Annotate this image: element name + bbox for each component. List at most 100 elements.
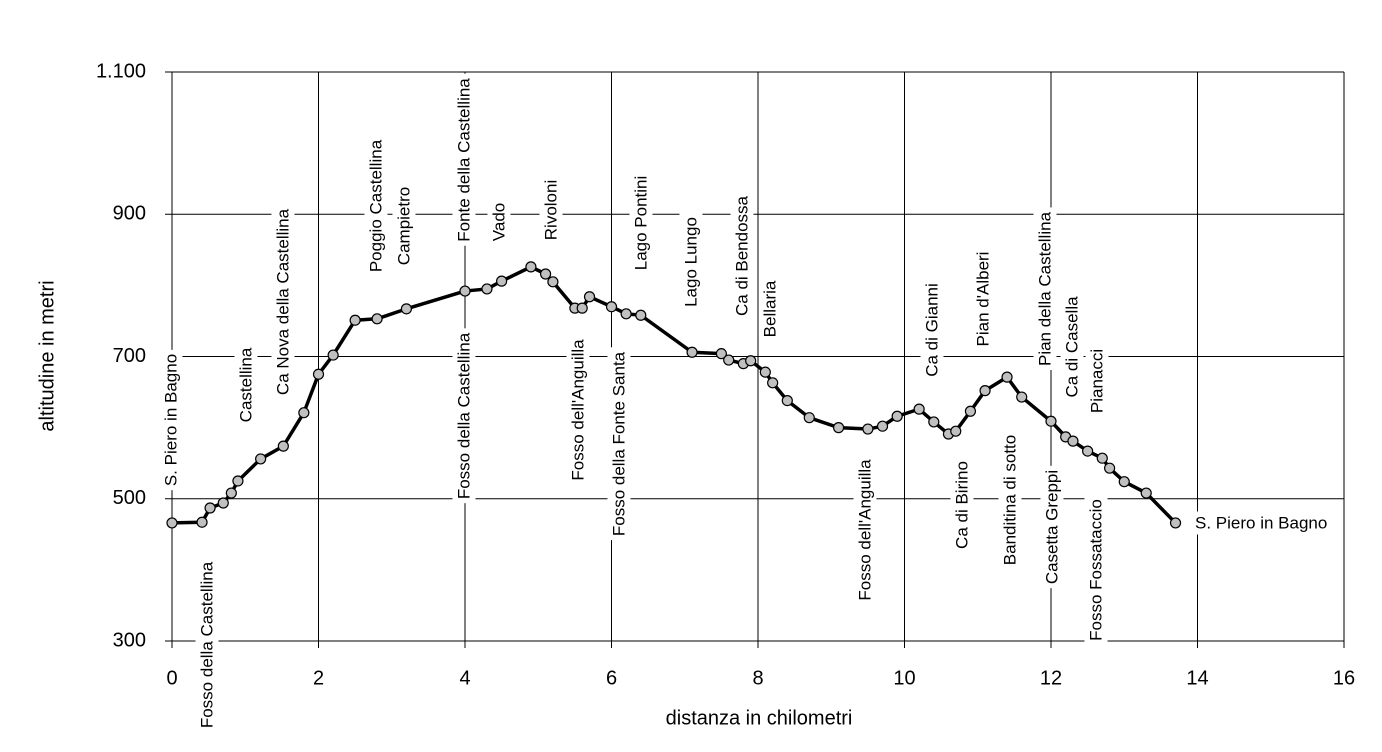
annotation-bg <box>1060 291 1084 402</box>
annotation-group: Ca di Casella <box>1060 291 1084 402</box>
point <box>400 303 412 315</box>
annotation: Ca di Gianni <box>922 283 941 377</box>
annotation: Fosso dell'Anguilla <box>568 339 587 481</box>
point <box>715 348 727 360</box>
point <box>255 453 267 465</box>
y-tick-label: 1.100 <box>96 60 146 82</box>
annotation-group: Fonte della Castellina <box>452 73 476 246</box>
annotation-bg <box>1033 207 1057 371</box>
annotation-bg <box>159 349 183 491</box>
point <box>327 349 339 361</box>
x-tick-label: 4 <box>459 667 470 689</box>
annotation-bg <box>950 457 974 553</box>
annotation: Fosso della Castellina <box>197 561 216 728</box>
annotation: Fosso della Fonte Santa <box>609 351 628 536</box>
point <box>1082 445 1094 457</box>
point <box>277 440 289 452</box>
y-tick-label: 900 <box>113 203 146 225</box>
annotation: Bellaria <box>760 280 779 337</box>
annotation: Pianacci <box>1087 349 1106 413</box>
annotation-group: Castellina <box>234 343 258 427</box>
point <box>686 346 698 358</box>
point <box>891 410 903 422</box>
point <box>1103 462 1116 474</box>
annotation: Campietro <box>394 187 413 265</box>
annotation-bg <box>234 343 258 427</box>
annotation-bg <box>195 557 219 733</box>
point <box>539 268 552 280</box>
annotation-group: Rivoloni <box>539 175 563 245</box>
annotation-group: Pian della Castellina <box>1033 207 1057 371</box>
annotation-bg <box>1085 344 1109 418</box>
point <box>767 377 779 389</box>
annotation-bg <box>1040 465 1064 589</box>
point <box>1118 476 1130 488</box>
point <box>232 475 244 487</box>
point <box>496 275 508 287</box>
x-tick-label: 2 <box>313 667 324 689</box>
annotation-group: Pianacci <box>1085 344 1109 418</box>
point <box>547 276 559 288</box>
point <box>723 354 735 366</box>
y-tick-label: 500 <box>113 487 146 509</box>
point <box>964 405 977 417</box>
annotation: Banditina di sotto <box>1000 435 1019 565</box>
annotation-bg <box>998 430 1022 570</box>
annotation-bg <box>392 182 416 270</box>
point <box>312 368 325 380</box>
point <box>781 394 793 407</box>
point <box>298 407 310 419</box>
point <box>759 366 771 378</box>
point <box>204 502 216 514</box>
annotation: Fosso dell'Anguilla <box>855 459 874 601</box>
x-tick-label: 16 <box>1333 667 1355 689</box>
annotation-bg <box>452 328 476 504</box>
annotation-group: Lago Pontini <box>629 171 653 275</box>
annotation: Casetta Greppi <box>1042 470 1061 584</box>
y-axis-label: altitudine in metri <box>36 280 58 431</box>
point <box>832 422 845 434</box>
annotation: Fosso Fossataccio <box>1086 499 1105 641</box>
point <box>583 291 596 303</box>
annotation-group: Casetta Greppi <box>1040 465 1064 589</box>
annotation-group: Banditina di sotto <box>998 430 1022 570</box>
point <box>1169 517 1182 529</box>
annotation-group: Ca di Birino <box>950 457 974 553</box>
annotation: Vado <box>489 203 508 241</box>
point <box>913 403 925 415</box>
annotation-group: Ca di Bendossa <box>730 191 754 321</box>
point <box>525 261 537 273</box>
annotation: Pian d'Alberi <box>973 252 992 347</box>
point <box>1067 435 1079 447</box>
annotation: Fosso della Castellina <box>454 332 473 499</box>
annotation-bg <box>271 204 295 400</box>
annotation: Lago Pontini <box>631 176 650 271</box>
x-tick-label: 8 <box>752 667 763 689</box>
point <box>745 355 757 367</box>
annotation: Ca Nova della Castellina <box>273 208 292 395</box>
point <box>166 517 178 529</box>
annotation-group: Bellaria <box>758 276 782 342</box>
point <box>928 416 940 428</box>
point <box>196 516 208 528</box>
annotation-bg <box>607 347 631 541</box>
annotation-bg <box>364 135 388 277</box>
annotation-group: Ca di Gianni <box>920 279 944 381</box>
x-tick-label: 0 <box>166 667 177 689</box>
annotation: Lago Lungo <box>681 217 700 307</box>
annotation: S. Piero in Bagno <box>161 354 180 486</box>
annotation-bg <box>1084 495 1108 645</box>
annotation-bg <box>539 175 563 245</box>
point <box>635 309 647 321</box>
point <box>876 420 889 432</box>
point <box>620 308 632 320</box>
annotation-group: Poggio Castellina <box>364 135 388 277</box>
annotation-group: Fosso della Castellina <box>195 557 219 733</box>
annotation-bg <box>920 279 944 381</box>
annotation: Ca di Casella <box>1062 296 1081 398</box>
annotation-bg <box>487 198 511 246</box>
annotation: Ca di Birino <box>952 461 971 549</box>
point <box>217 497 229 509</box>
annotation: S. Piero in Bagno <box>1195 513 1327 532</box>
